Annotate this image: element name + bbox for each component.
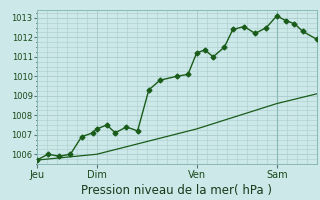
X-axis label: Pression niveau de la mer( hPa ): Pression niveau de la mer( hPa ) xyxy=(81,184,272,197)
